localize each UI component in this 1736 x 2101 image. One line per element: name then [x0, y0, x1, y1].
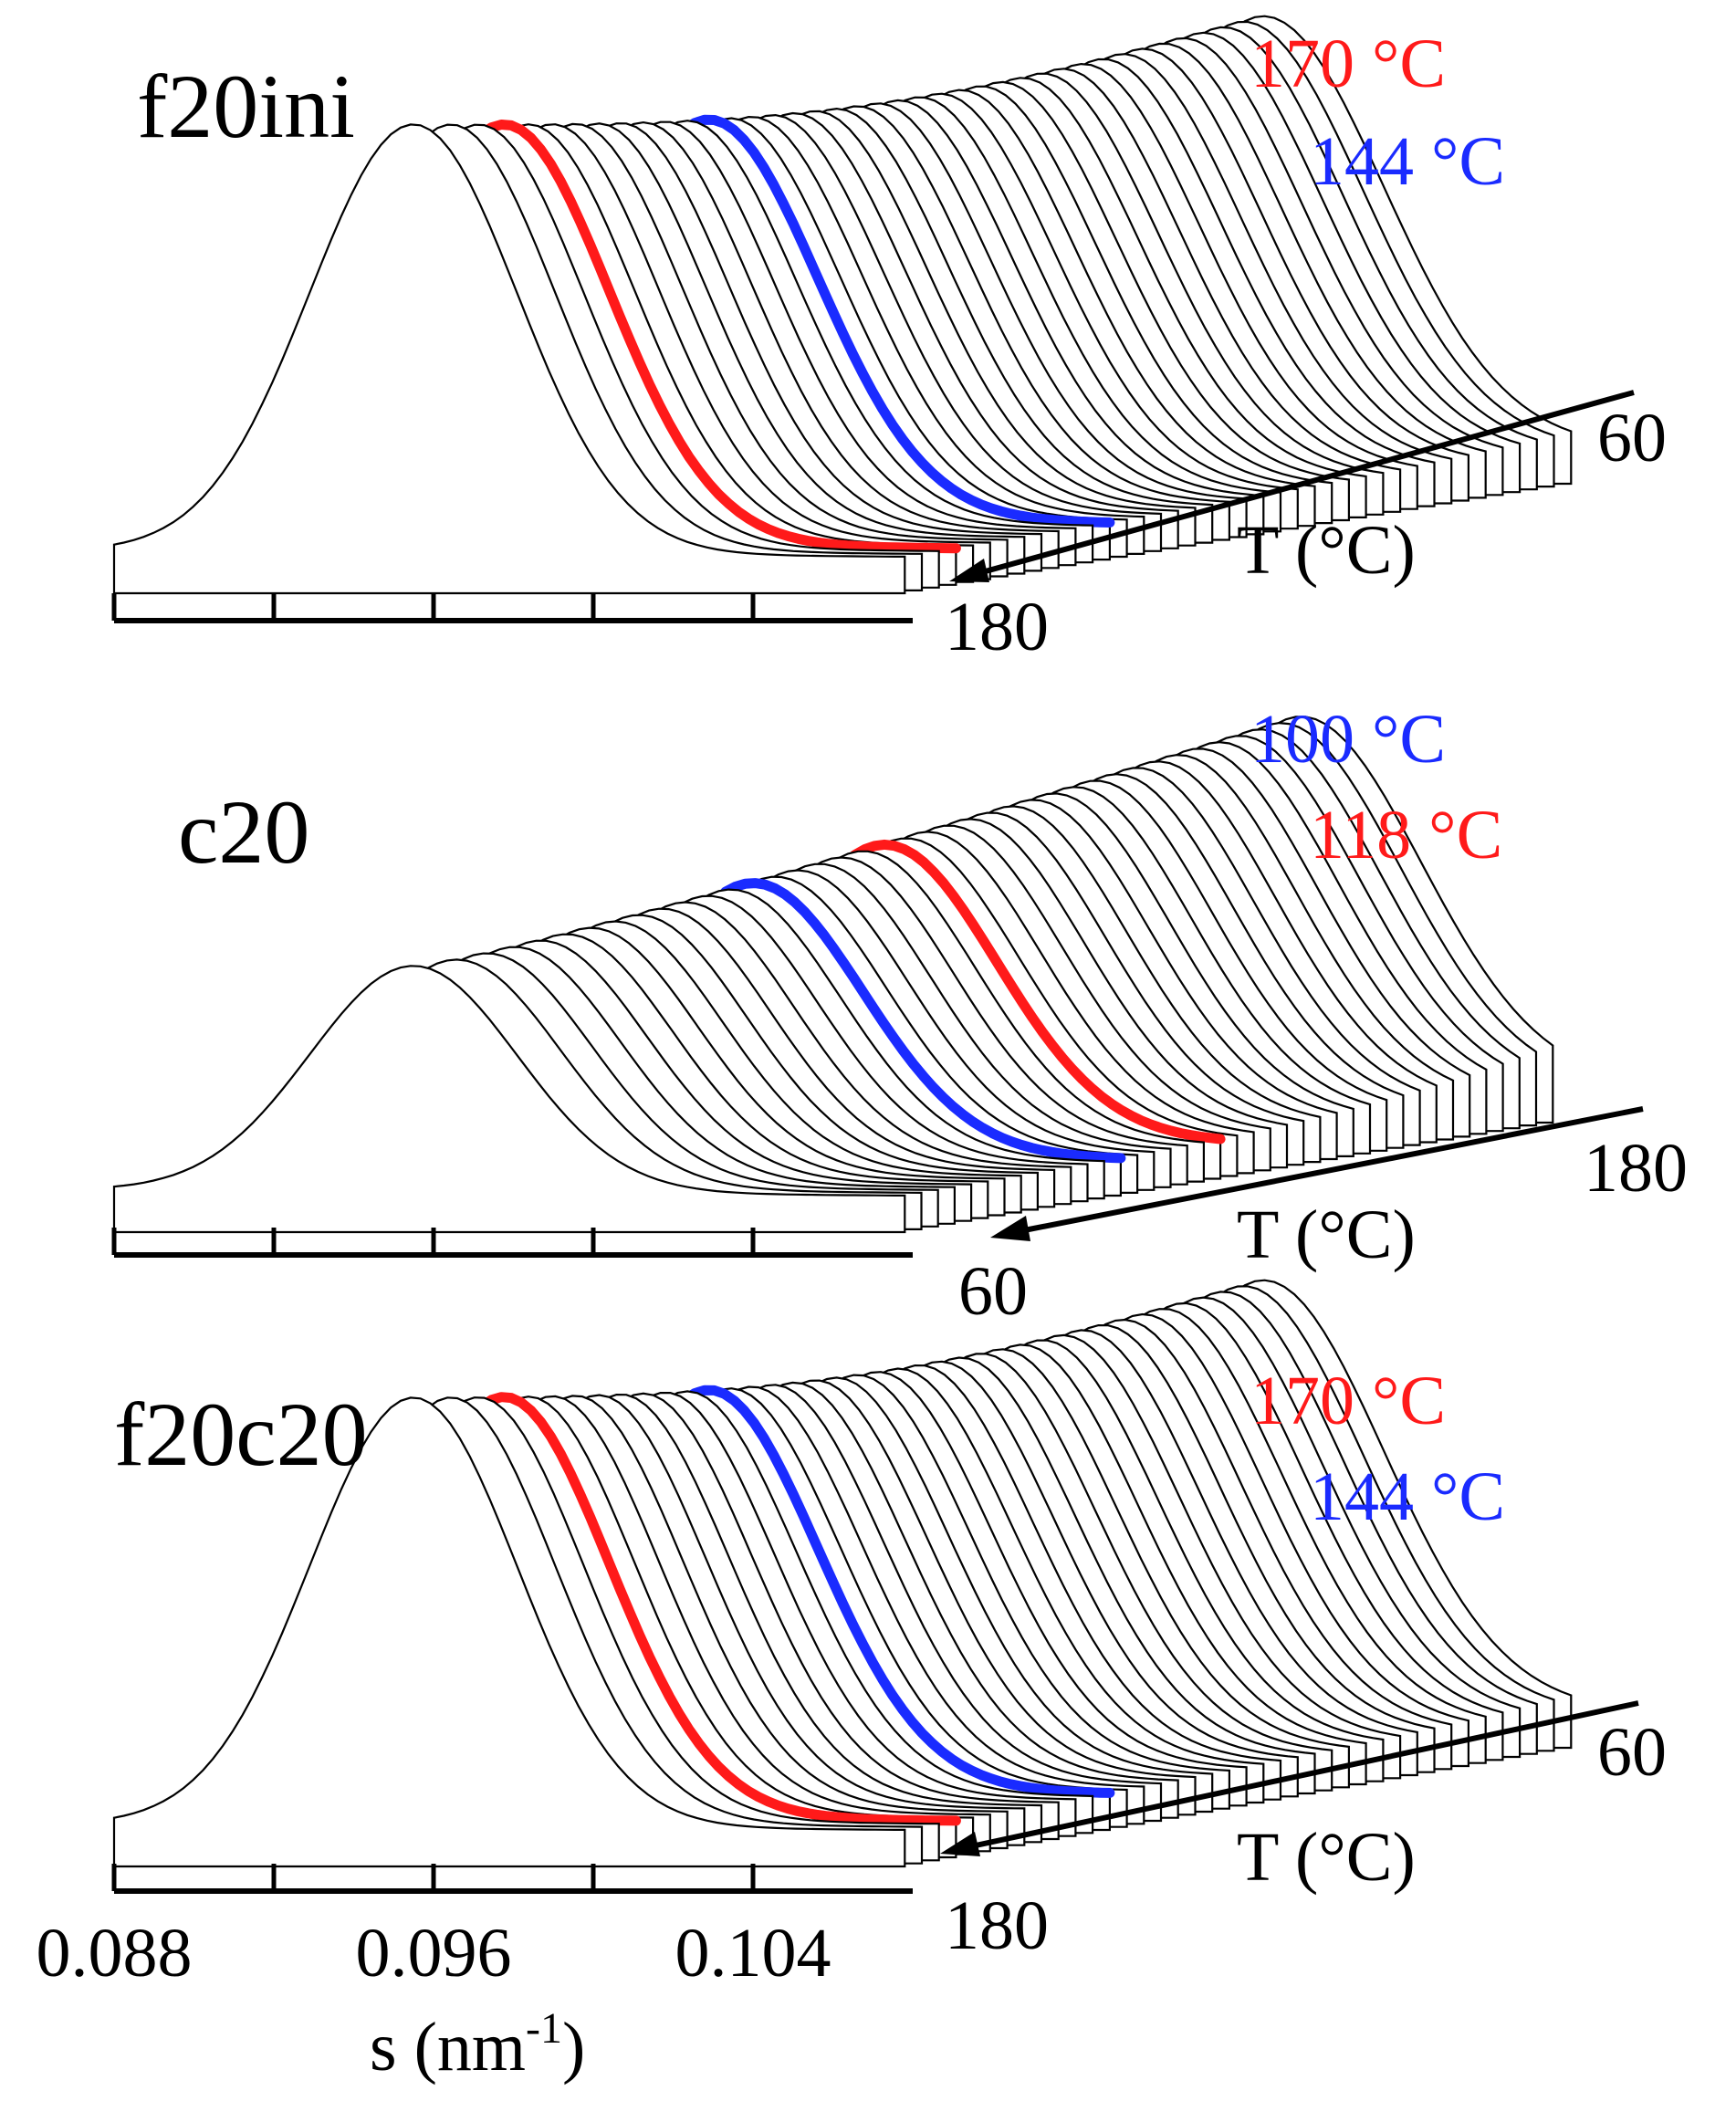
x-axis-title: s (nm-1) [370, 2004, 585, 2085]
x-tick-label: 0.088 [37, 1915, 193, 1991]
panel-f20c20-label-170: 170 °C [1250, 1363, 1446, 1439]
x-tick-label: 0.096 [356, 1915, 512, 1991]
highlight-curve-170 [466, 1392, 961, 1826]
panel-f20ini-t-axis-line [971, 390, 1635, 578]
panel-c20-label-118: 118 °C [1310, 797, 1502, 873]
panel-c20-title: c20 [178, 781, 309, 883]
x-tick-label: 0.104 [675, 1915, 831, 1991]
panel-f20c20-label-144: 144 °C [1310, 1458, 1505, 1535]
highlight-curve-144 [669, 1385, 1115, 1798]
highlight-curve-170 [466, 120, 961, 554]
panel-f20ini-ticks [111, 593, 756, 621]
panel-f20ini-t-axis-label: T (°C) [1237, 512, 1416, 589]
panel-f20c20-t-end: 180 [945, 1887, 1049, 1964]
panel-f20c20-title: f20c20 [114, 1384, 368, 1485]
x-axis-title-superscript: -1 [526, 2004, 562, 2053]
highlight-curve-100 [720, 878, 1126, 1164]
highlight-curve-144 [669, 114, 1115, 528]
panel-c20-ridges [112, 716, 1554, 1234]
panel-c20-label-100: 100 °C [1250, 701, 1446, 778]
panel-f20ini-ridges [112, 15, 1573, 595]
panel-f20c20: f20c20 170 °C 144 °C 60 T (°C) 180 [111, 1279, 1667, 1964]
panel-c20-t-end: 60 [958, 1253, 1028, 1330]
panel-f20ini-title: f20ini [137, 56, 355, 157]
panel-c20-t-axis-label: T (°C) [1237, 1197, 1416, 1273]
ridge-curve [112, 965, 906, 1234]
x-axis-title-main: s (nm [370, 2009, 526, 2085]
panel-f20ini-label-170: 170 °C [1250, 26, 1446, 102]
panel-f20ini-t-arrowhead [949, 559, 989, 582]
panel-f20ini-t-start: 60 [1597, 400, 1667, 476]
panel-f20c20-t-arrowhead [940, 1832, 980, 1856]
panel-f20ini-t-end: 180 [945, 589, 1049, 665]
panel-c20-t-arrowhead [990, 1216, 1030, 1241]
panel-f20ini-label-144: 144 °C [1310, 123, 1505, 200]
x-tick-labels: 0.088 0.096 0.104 [37, 1915, 831, 1991]
x-axis-title-end: ) [562, 2009, 585, 2085]
panel-f20c20-t-start: 60 [1597, 1714, 1667, 1791]
panel-f20c20-t-axis-line [962, 1700, 1639, 1851]
panel-f20c20-t-axis-label: T (°C) [1237, 1819, 1416, 1896]
panel-f20ini: f20ini 170 °C 144 °C 60 T (°C) 180 [111, 15, 1667, 665]
ridge-curve [112, 123, 906, 595]
panel-f20c20-ticks [111, 1864, 756, 1891]
ridge-curve [112, 1396, 906, 1868]
highlight-curve-118 [850, 839, 1226, 1145]
panel-f20c20-ridges [112, 1279, 1573, 1868]
panel-c20-t-axis-line [1014, 1106, 1644, 1235]
panel-c20: c20 100 °C 118 °C 180 T (°C) 60 [111, 701, 1688, 1330]
panel-c20-t-start: 180 [1584, 1130, 1688, 1207]
panel-c20-ticks [111, 1228, 756, 1255]
